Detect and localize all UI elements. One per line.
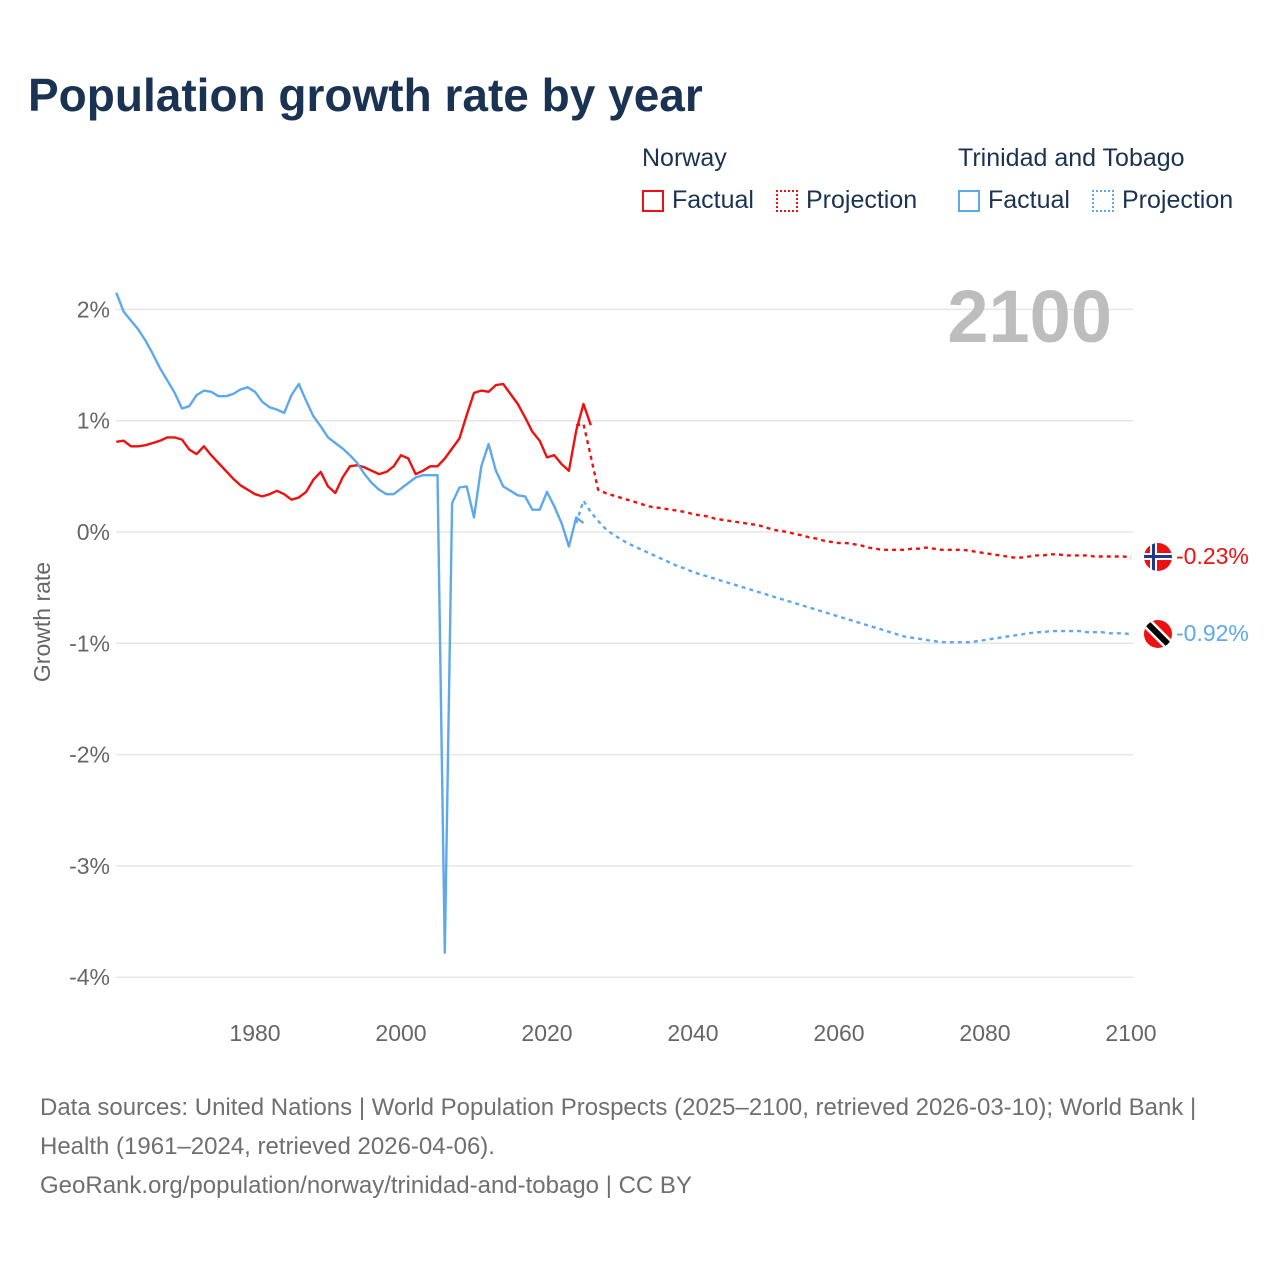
x-tick-label: 2000 (375, 1020, 426, 1046)
x-tick-label: 2040 (667, 1020, 718, 1046)
series-line-trinidad-and-tobago-projection (575, 499, 1132, 644)
trinidad-flag-icon (1144, 620, 1172, 648)
y-tick-label: 2% (77, 296, 110, 322)
y-tick-label: 0% (77, 519, 110, 545)
legend-trinidad-factual[interactable]: Factual (958, 186, 1070, 215)
y-tick-label: -2% (69, 742, 110, 768)
trinidad-end-label: -0.92% (1176, 620, 1249, 646)
legend-group-norway: Norway (642, 144, 727, 172)
source-text: Data sources: United Nations | World Pop… (40, 1094, 1197, 1160)
x-tick-label: 2080 (959, 1020, 1010, 1046)
series-line-norway-projection (576, 422, 1132, 559)
y-tick-label: 1% (77, 408, 110, 434)
legend-label: Projection (806, 186, 918, 214)
series-line-trinidad-and-tobago-factual (115, 292, 585, 954)
x-tick-label: 2060 (813, 1020, 864, 1046)
x-tick-label: 2020 (521, 1020, 572, 1046)
line-chart: 2% 1% 0% -1% -2% -3% -4% 1980 2000 2020 2040 2060 20… (29, 275, 1249, 1046)
source-link[interactable]: GeoRank.org/population/norway/trinidad-a… (40, 1172, 692, 1199)
y-axis-label: Growth rate (29, 562, 55, 682)
chart-title: Population growth rate by year (28, 69, 703, 121)
legend-norway-projection[interactable]: Projection (776, 186, 917, 215)
source-note: Data sources: United Nations | World Pop… (40, 1088, 1240, 1205)
y-tick-label: -1% (69, 630, 110, 656)
norway-flag-icon (1144, 543, 1172, 571)
legend-swatch-dotted-icon (776, 189, 798, 212)
x-tick-label: 2100 (1105, 1020, 1156, 1046)
legend-swatch-dotted-icon (1092, 189, 1114, 212)
x-tick-label: 1980 (229, 1020, 280, 1046)
legend-label: Factual (672, 186, 754, 214)
legend-label: Factual (988, 186, 1070, 214)
year-indicator: 2100 (947, 275, 1112, 358)
y-tick-label: -3% (69, 853, 110, 879)
norway-end-label: -0.23% (1176, 543, 1249, 569)
legend-label: Projection (1122, 186, 1234, 214)
series-line-norway-factual (116, 382, 592, 501)
legend-trinidad-projection[interactable]: Projection (1092, 186, 1233, 215)
legend-norway-factual[interactable]: Factual (642, 186, 754, 215)
legend-swatch-solid-icon (958, 189, 980, 212)
legend-group-trinidad: Trinidad and Tobago (958, 144, 1185, 172)
y-tick-label: -4% (69, 964, 110, 990)
legend-swatch-solid-icon (642, 189, 664, 212)
